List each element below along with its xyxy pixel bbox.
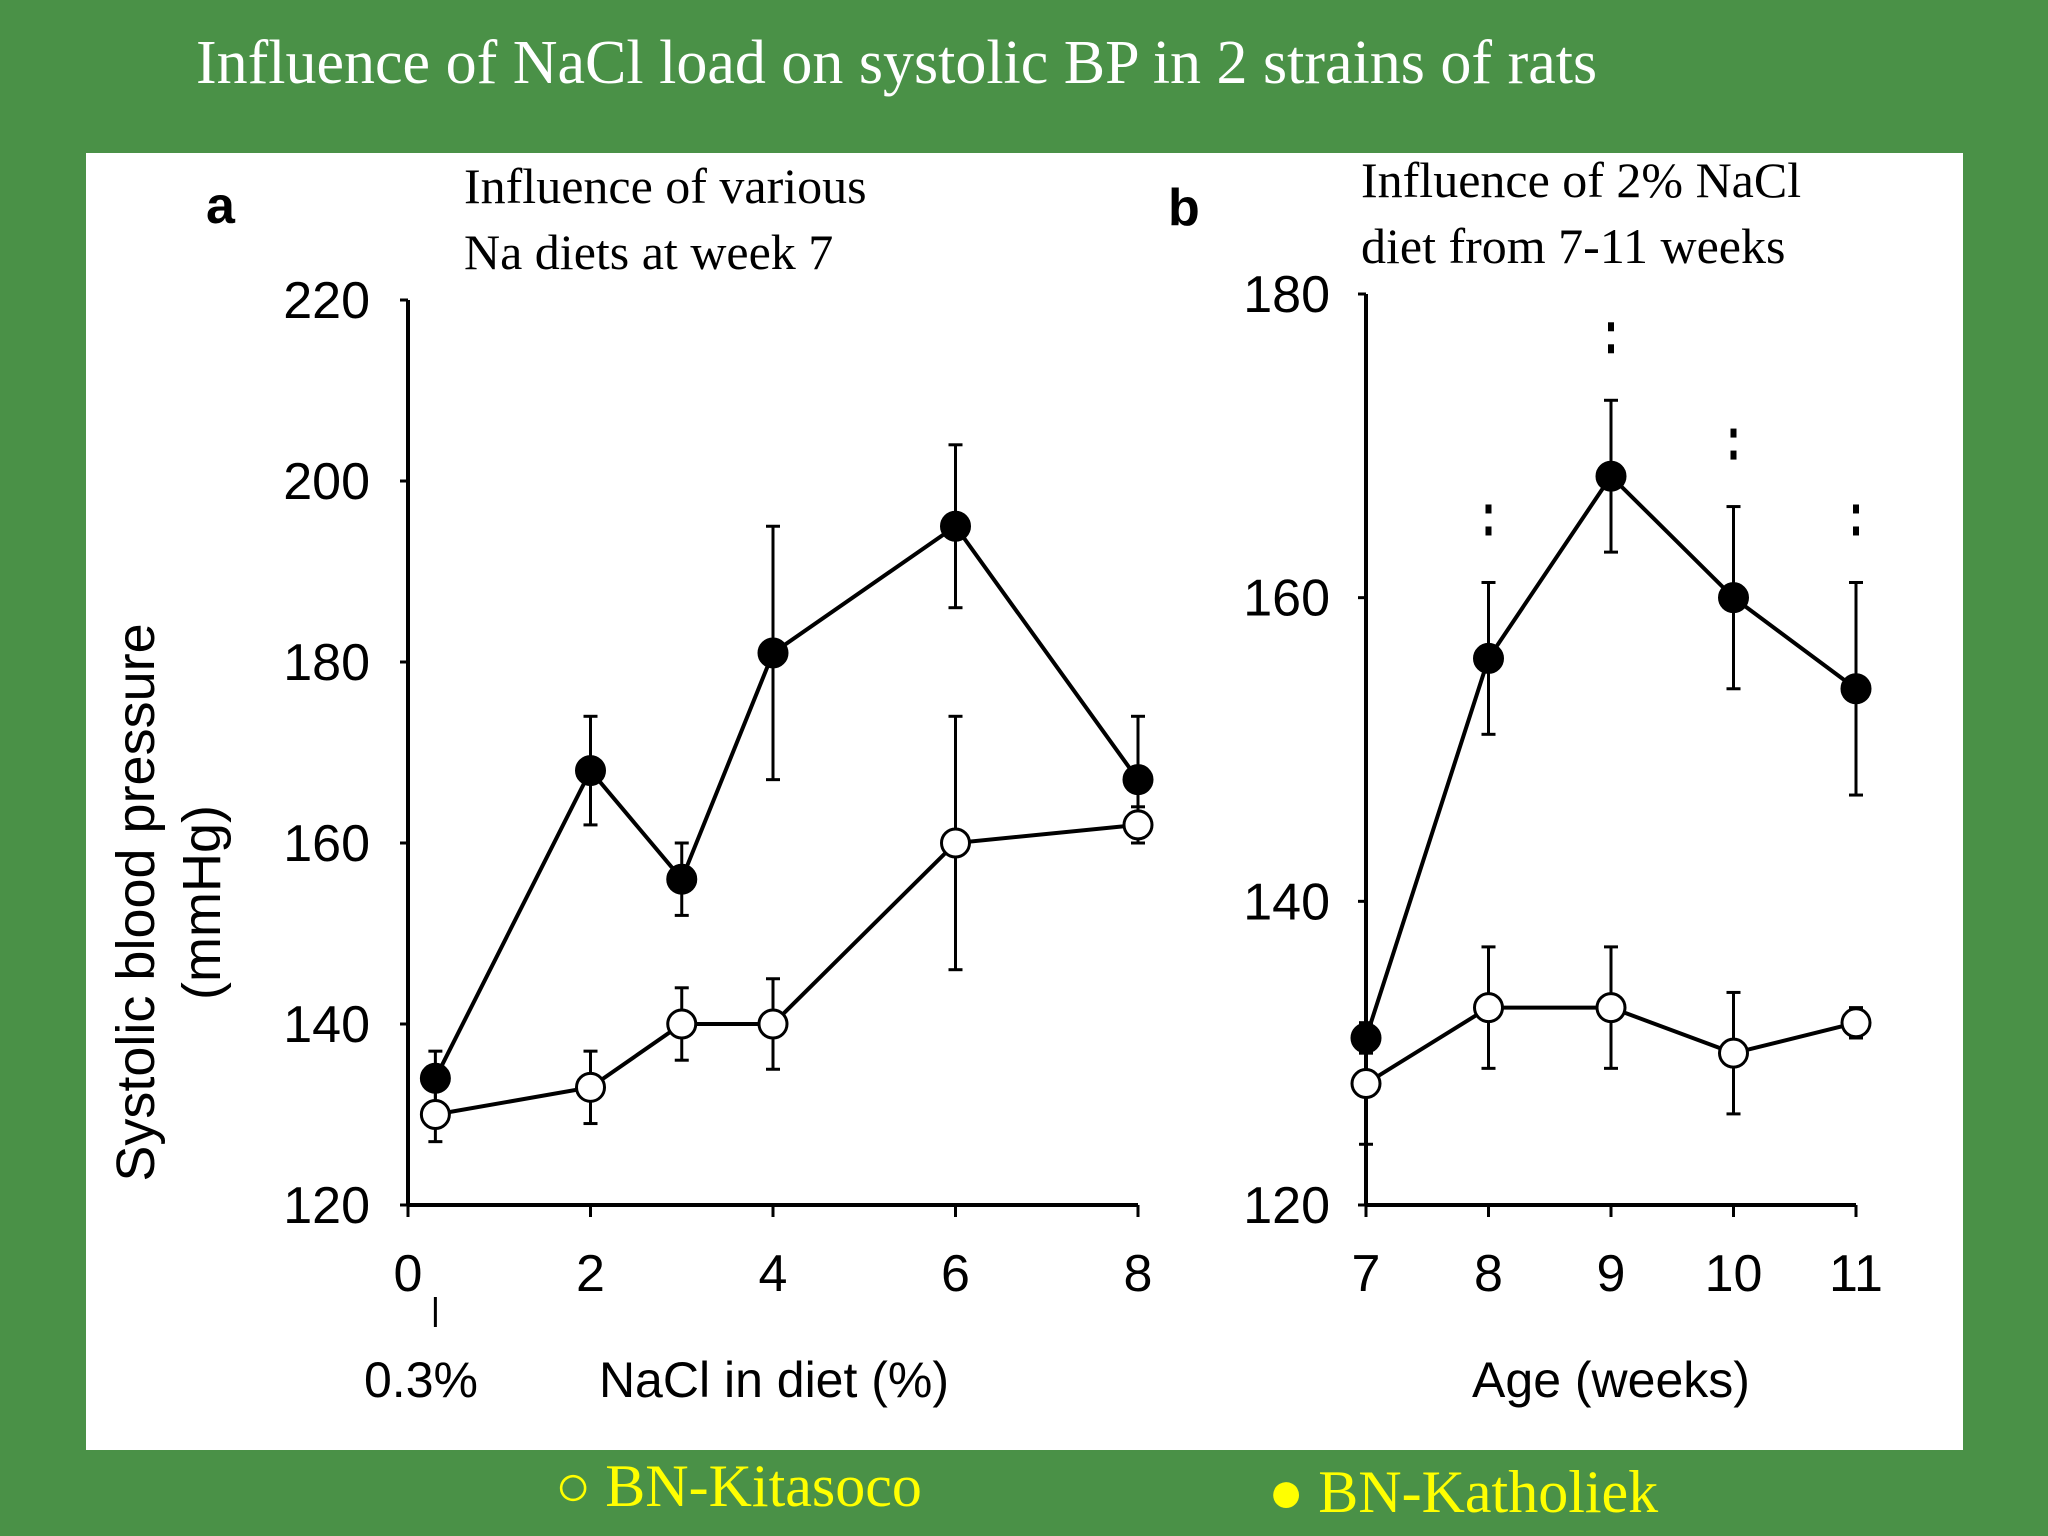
panel-b-open-point [1595, 992, 1627, 1024]
panel-a-filled-point [757, 637, 789, 669]
panel-a-open-point [1122, 809, 1154, 841]
panel-b-significance-mark [1608, 322, 1614, 332]
panel-a-y-tick-label: 180 [283, 634, 370, 692]
panel-a-x-tick-label: 8 [1124, 1245, 1153, 1303]
panel-b-filled-point [1595, 460, 1627, 492]
panel-b-open-point [1473, 992, 1504, 1024]
panel-b-x-tick-label: 7 [1352, 1245, 1381, 1303]
panel-b-significance-mark [1853, 526, 1859, 536]
panel-a-series-line [433, 523, 1140, 1080]
panel-b-x-tick-label: 9 [1597, 1245, 1626, 1303]
filled-circle-icon: ● [1268, 1459, 1305, 1525]
panel-a-title-line: Na diets at week 7 [464, 224, 833, 280]
figure-panel: a Influence of various Na diets at week 7 1… [86, 153, 1963, 1450]
legend-label-kitasoco: BN-Kitasoco [605, 1453, 922, 1519]
panel-a-y-tick-label: 200 [283, 453, 370, 511]
panel-a-filled-point [575, 755, 606, 787]
panel-a-x-axis-label: NaCl in diet (%) [599, 1352, 949, 1408]
panel-a-y-tick-label: 140 [283, 996, 370, 1054]
panel-b-title-line: diet from 7-11 weeks [1361, 218, 1785, 274]
legend-item-katholiek: ● BN-Katholiek [1268, 1458, 1658, 1527]
panel-b-open-point [1840, 1007, 1872, 1039]
slide-title: Influence of NaCl load on systolic BP in… [196, 29, 1598, 97]
panel-a-y-axis-label: Systolic blood pressure [106, 623, 166, 1181]
panel-b-significance-mark [1485, 504, 1492, 514]
panel-a-x-tick-label: 4 [759, 1245, 788, 1303]
chart-figure: a Influence of various Na diets at week 7 1… [106, 153, 1883, 1408]
panel-a-letter: a [206, 177, 236, 235]
panel-a-open-point [575, 1071, 606, 1103]
panel-b-filled-point [1473, 642, 1504, 674]
panel-a-y-axis-label: (mmHg) [172, 805, 232, 1000]
panel-b-x-tick-label: 8 [1474, 1245, 1503, 1303]
panel-b-open-point [1350, 1068, 1382, 1100]
panel-a-y-tick-label: 120 [283, 1177, 370, 1235]
panel-b-significance-mark [1485, 526, 1492, 536]
panel-b-x-axis-label: Age (weeks) [1472, 1352, 1750, 1408]
panel-b-filled-point [1840, 673, 1872, 705]
panel-a-y-tick-label: 160 [283, 815, 370, 873]
panel-b-x-tick-label: 10 [1705, 1245, 1763, 1303]
panel-a-y-tick-label: 220 [283, 272, 370, 330]
panel-a-x-tick-label: 6 [941, 1245, 970, 1303]
panel-b-y-tick-label: 120 [1243, 1177, 1330, 1235]
panel-a-x-tick-label: 2 [576, 1245, 605, 1303]
panel-b-x-tick-label: 11 [1829, 1245, 1883, 1303]
panel-a-open-point [940, 827, 971, 859]
panel-a-series-line [435, 822, 1139, 1117]
panel-a-open-point [757, 1008, 789, 1040]
panel-a-filled-point [666, 863, 698, 895]
panel-a-filled-point [1122, 764, 1154, 796]
panel-b-y-tick-label: 160 [1243, 570, 1330, 628]
panel-b-title-line: Influence of 2% NaCl [1361, 153, 1801, 208]
legend-label-katholiek: BN-Katholiek [1318, 1459, 1659, 1525]
panel-b-y-tick-label: 180 [1243, 266, 1330, 324]
panel-b-significance-mark [1853, 504, 1859, 514]
panel-a-open-point [419, 1099, 451, 1130]
panel-a-open-point [666, 1008, 698, 1040]
open-circle-icon: ○ [555, 1453, 592, 1519]
panel-b-y-tick-label: 140 [1243, 873, 1330, 931]
panel-a-filled-point [940, 510, 971, 542]
panel-b-significance-mark [1730, 450, 1737, 460]
panel-b-significance-mark [1730, 428, 1737, 438]
panel-b-letter: b [1168, 179, 1200, 237]
panel-a-x-tick-label: 0 [394, 1245, 423, 1303]
panel-a-x-extra-label: 0.3% [364, 1352, 478, 1408]
panel-b-filled-point [1718, 582, 1749, 614]
legend-item-kitasoco: ○ BN-Kitasoco [555, 1452, 922, 1521]
panel-b-open-point [1718, 1037, 1749, 1069]
panel-a-title-line: Influence of various [464, 158, 867, 214]
panel-b-significance-mark [1608, 344, 1614, 354]
